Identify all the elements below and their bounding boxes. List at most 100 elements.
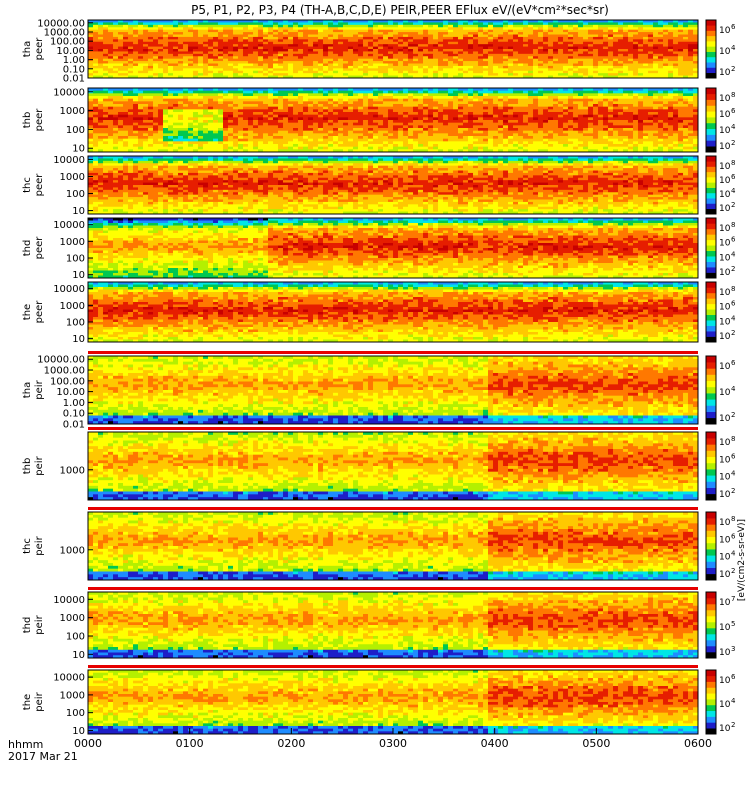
spectrogram-cell bbox=[243, 73, 248, 76]
spectrogram-cell bbox=[268, 47, 273, 50]
spectrogram-cell bbox=[133, 51, 138, 54]
spectrogram-cell bbox=[198, 51, 203, 54]
spectrogram-cell bbox=[108, 66, 113, 69]
spectrogram-cell bbox=[193, 51, 198, 54]
spectrogram-cell bbox=[138, 51, 143, 54]
spectrogram-cell bbox=[208, 37, 213, 40]
spectrogram-cell bbox=[88, 35, 93, 38]
spectrogram-cell bbox=[273, 22, 278, 25]
spectrogram-cell bbox=[258, 32, 263, 35]
spectrogram-cell bbox=[223, 59, 228, 62]
spectrogram-cell bbox=[103, 64, 108, 67]
spectrogram-cell bbox=[203, 66, 208, 69]
spectrogram-cell bbox=[173, 61, 178, 64]
spectrogram-cell bbox=[153, 66, 158, 69]
spectrogram-cell bbox=[268, 42, 273, 45]
spectrogram-cell bbox=[248, 61, 253, 64]
spectrogram-cell bbox=[193, 64, 198, 67]
spectrogram-cell bbox=[158, 68, 163, 71]
spectrogram-cell bbox=[108, 71, 113, 74]
spectrogram-cell bbox=[163, 68, 168, 71]
spectrogram-cell bbox=[318, 37, 323, 40]
spectrogram-cell bbox=[298, 68, 303, 71]
spectrogram-cell bbox=[278, 22, 283, 25]
spectrogram-cell bbox=[118, 49, 123, 52]
spectrogram-cell bbox=[278, 47, 283, 50]
spectrogram-cell bbox=[103, 27, 108, 30]
spectrogram-cell bbox=[298, 37, 303, 40]
spectrogram-cell bbox=[243, 68, 248, 71]
spectrogram-cell bbox=[108, 32, 113, 35]
spectrogram-cell bbox=[238, 27, 243, 30]
spectrogram-cell bbox=[238, 51, 243, 54]
spectrogram-cell bbox=[303, 35, 308, 38]
spectrogram-cell bbox=[113, 44, 118, 47]
spectrogram-cell bbox=[183, 59, 188, 62]
spectrogram-cell bbox=[288, 64, 293, 67]
spectrogram-cell bbox=[223, 56, 228, 59]
spectrogram-cell bbox=[203, 51, 208, 54]
spectrogram-cell bbox=[128, 30, 133, 33]
spectrogram-cell bbox=[198, 73, 203, 76]
spectrogram-cell bbox=[173, 73, 178, 76]
spectrogram-cell bbox=[198, 44, 203, 47]
spectrogram-cell bbox=[148, 59, 153, 62]
spectrogram-cell bbox=[268, 30, 273, 33]
spectrogram-cell bbox=[298, 30, 303, 33]
spectrogram-cell bbox=[318, 49, 323, 52]
spectrogram-cell bbox=[258, 59, 263, 62]
spectrogram-cell bbox=[308, 42, 313, 45]
spectrogram-cell bbox=[258, 68, 263, 71]
spectrogram-cell bbox=[183, 54, 188, 57]
spectrogram-cell bbox=[258, 30, 263, 33]
spectrogram-cell bbox=[163, 42, 168, 45]
spectrogram-cell bbox=[103, 35, 108, 38]
spectrogram-cell bbox=[233, 71, 238, 74]
spectrogram-cell bbox=[273, 39, 278, 42]
spectrogram-cell bbox=[318, 71, 323, 74]
spectrogram-cell bbox=[218, 71, 223, 74]
spectrogram-cell bbox=[183, 27, 188, 30]
spectrogram-cell bbox=[93, 49, 98, 52]
spectrogram-cell bbox=[268, 66, 273, 69]
spectrogram-cell bbox=[243, 35, 248, 38]
spectrogram-cell bbox=[303, 47, 308, 50]
spectrogram-cell bbox=[273, 59, 278, 62]
spectrogram-cell bbox=[168, 42, 173, 45]
spectrogram-cell bbox=[253, 56, 258, 59]
spectrogram-cell bbox=[223, 54, 228, 57]
spectrogram-cell bbox=[153, 35, 158, 38]
spectrogram-cell bbox=[263, 56, 268, 59]
spectrogram-cell bbox=[218, 22, 223, 25]
spectrogram-cell bbox=[163, 39, 168, 42]
spectrogram-cell bbox=[218, 66, 223, 69]
spectrogram-cell bbox=[253, 22, 258, 25]
spectrogram-cell bbox=[203, 39, 208, 42]
spectrogram-cell bbox=[193, 73, 198, 76]
spectrogram-cell bbox=[283, 51, 288, 54]
spectrogram-cell bbox=[213, 32, 218, 35]
spectrogram-cell bbox=[118, 32, 123, 35]
spectrogram-cell bbox=[193, 42, 198, 45]
spectrogram-cell bbox=[218, 27, 223, 30]
spectrogram-cell bbox=[268, 27, 273, 30]
spectrogram-cell bbox=[188, 56, 193, 59]
spectrogram-cell bbox=[98, 44, 103, 47]
spectrogram-cell bbox=[193, 30, 198, 33]
spectrogram-cell bbox=[268, 22, 273, 25]
spectrogram-cell bbox=[88, 61, 93, 64]
spectrogram-cell bbox=[158, 39, 163, 42]
spectrogram-cell bbox=[233, 30, 238, 33]
spectrogram-cell bbox=[263, 35, 268, 38]
spectrogram-cell bbox=[93, 27, 98, 30]
spectrogram-cell bbox=[258, 49, 263, 52]
spectrogram-cell bbox=[138, 66, 143, 69]
spectrogram-cell bbox=[123, 30, 128, 33]
spectrogram-cell bbox=[238, 30, 243, 33]
spectrogram-cell bbox=[283, 61, 288, 64]
spectrogram-cell bbox=[278, 64, 283, 67]
spectrogram-cell bbox=[173, 22, 178, 25]
spectrogram-cell bbox=[138, 30, 143, 33]
spectrogram-cell bbox=[228, 59, 233, 62]
spectrogram-cell bbox=[308, 66, 313, 69]
